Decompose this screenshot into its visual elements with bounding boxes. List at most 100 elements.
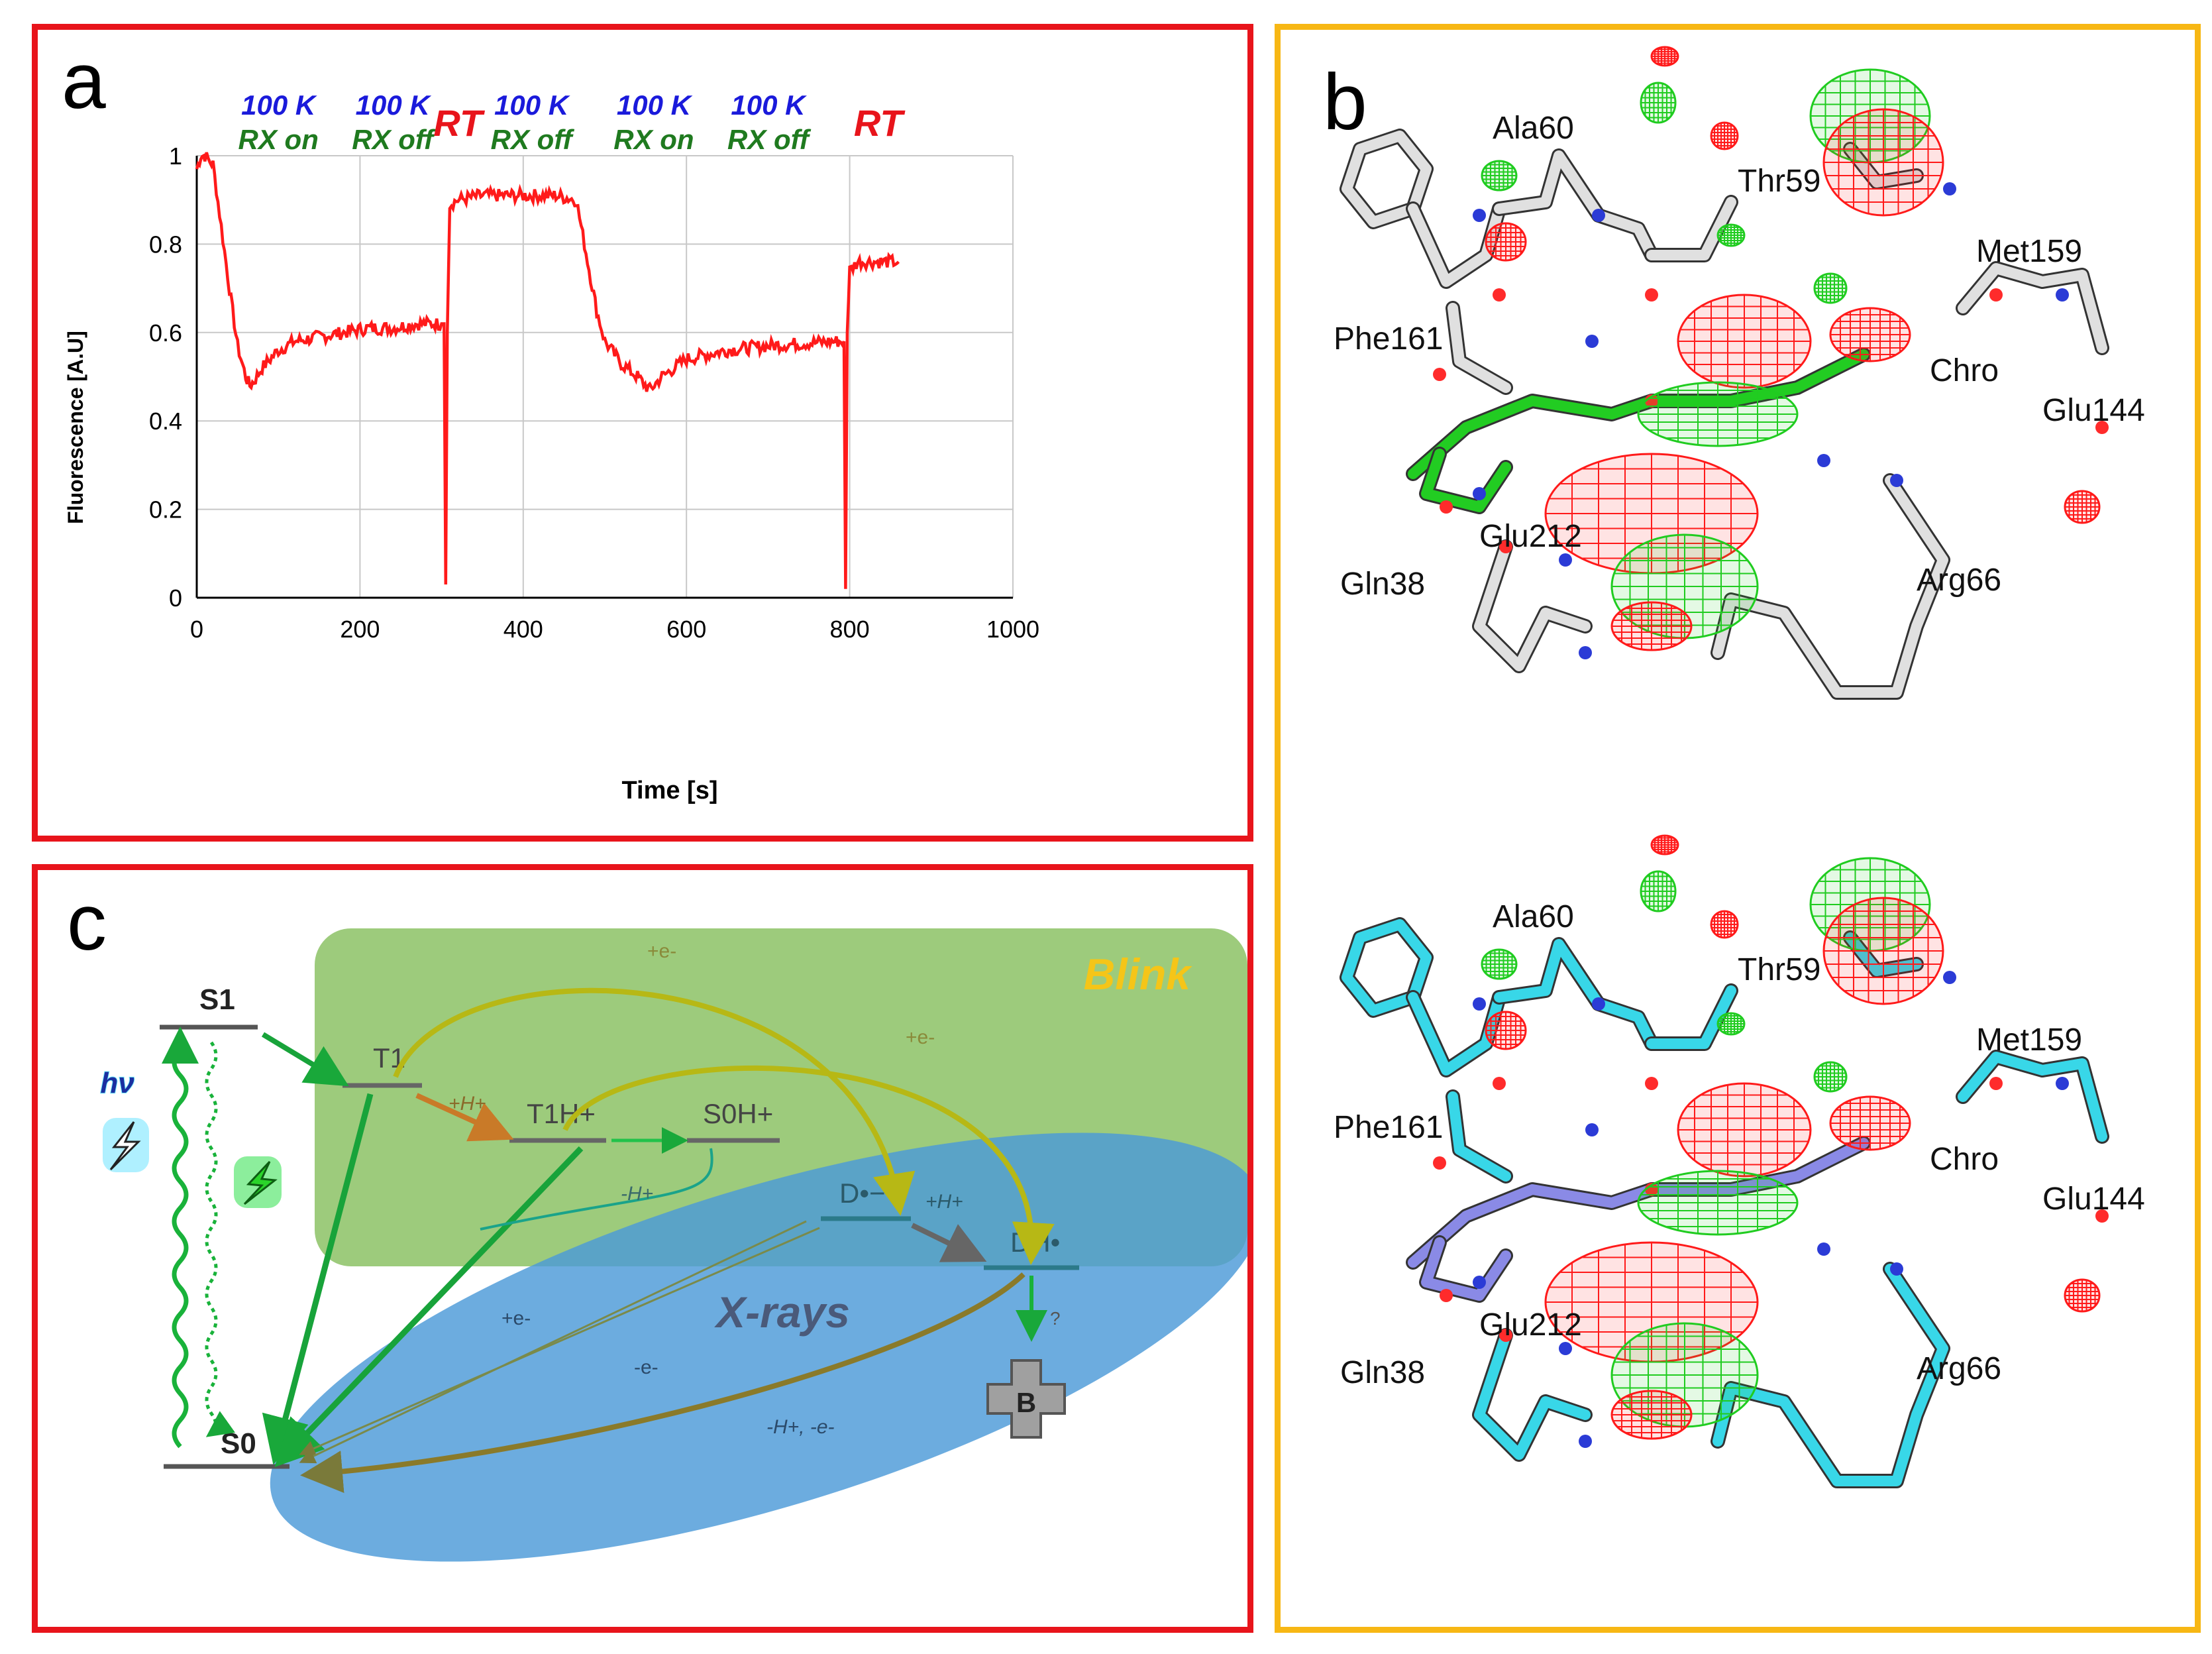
label-glu212: Glu212 xyxy=(1479,1307,1582,1343)
label-phe161: Phe161 xyxy=(1334,1110,1444,1145)
chromophore-ring xyxy=(1421,449,1511,512)
d-to-s0-arrow xyxy=(299,1227,820,1456)
positive-density xyxy=(1640,870,1677,912)
protonation-arrow xyxy=(415,1093,514,1142)
nitrogen-atom xyxy=(1579,646,1592,659)
rt-annotation: RT xyxy=(433,102,485,144)
dh-oxidation-arrow xyxy=(300,1272,1026,1493)
nitrogen-atom xyxy=(1473,1276,1486,1289)
s0-to-d-arrow xyxy=(299,1220,807,1464)
chromophore xyxy=(1408,349,1869,479)
positive-density xyxy=(1716,223,1746,247)
s0-label: S0 xyxy=(221,1427,256,1460)
minus-h-minus-e-label: -H+, -e- xyxy=(766,1416,835,1438)
rt-annotation: RT xyxy=(854,102,906,144)
oxygen-atom xyxy=(1433,368,1446,381)
nitrogen-atom xyxy=(1559,553,1572,567)
label-glu144: Glu144 xyxy=(2042,393,2145,428)
negative-density xyxy=(1710,910,1739,939)
backbone-link xyxy=(1448,303,1511,393)
y-axis-label: Fluorescence [A.U] xyxy=(64,331,87,524)
t1h-decay-arrow xyxy=(274,1146,584,1467)
panel-c-letter: c xyxy=(67,878,107,967)
y-tick-label: 0.6 xyxy=(149,319,182,347)
negative-density xyxy=(1650,46,1679,67)
nitrogen-atom xyxy=(2056,1077,2069,1090)
label-ala60: Ala60 xyxy=(1493,111,1574,146)
panel-c: c Blink X-rays S1 S0 T1 T1H+ S0H+ D•− DH… xyxy=(32,864,1263,1633)
plus-e-label-2: +e- xyxy=(906,1026,935,1048)
nitrogen-atom xyxy=(1943,971,1956,984)
label-met159: Met159 xyxy=(1976,1022,2082,1058)
negative-density xyxy=(1544,1241,1759,1363)
structure-top: Ala60 Thr59 Met159 Phe161 Chro Glu144 Glu212 Gl… xyxy=(1334,46,2145,700)
gln38-sidechain xyxy=(1474,1330,1591,1460)
x-tick-label: 1000 xyxy=(986,616,1039,643)
oxygen-atom xyxy=(1433,1156,1446,1170)
blink-label: Blink xyxy=(1084,950,1193,999)
oxygen-atom xyxy=(1645,288,1658,302)
negative-density xyxy=(1829,1095,1911,1151)
oxygen-atom xyxy=(1440,500,1453,514)
d-label: D•− xyxy=(839,1178,886,1209)
negative-density xyxy=(1677,294,1812,389)
nitrogen-atom xyxy=(1585,335,1599,348)
label-met159: Met159 xyxy=(1976,234,2082,269)
t1-decay-arrow xyxy=(262,1093,374,1465)
ala60-thr59-backbone xyxy=(1494,939,1657,1049)
nitrogen-atom xyxy=(1943,182,1956,195)
xray-annotation: RX on xyxy=(613,124,694,155)
thr59-sidechain xyxy=(1646,197,1736,260)
positive-density xyxy=(1481,160,1518,192)
xray-annotation: RX off xyxy=(352,124,436,155)
glu144-sidechain xyxy=(1958,1052,2107,1142)
y-tick-label: 1 xyxy=(169,142,182,170)
temperature-annotation: 100 K xyxy=(356,89,432,121)
nitrogen-atom xyxy=(1579,1435,1592,1448)
temperature-annotation: 100 K xyxy=(241,89,317,121)
negative-density xyxy=(1822,897,1944,1005)
t1-reduction-arrow xyxy=(393,987,916,1216)
fluorescence-trace xyxy=(195,152,900,589)
label-thr59: Thr59 xyxy=(1738,164,1820,199)
label-arg66: Arg66 xyxy=(1917,1351,2001,1386)
negative-density xyxy=(2064,490,2101,524)
negative-density xyxy=(2064,1278,2101,1313)
temperature-annotation: 100 K xyxy=(731,89,807,121)
structure-bottom: Ala60 Thr59 Met159 Phe161 Chro Glu144 Glu212 Gl… xyxy=(1334,834,2145,1488)
nitrogen-atom xyxy=(2056,288,2069,302)
oxygen-atom xyxy=(1645,1077,1658,1090)
nitrogen-atom xyxy=(1559,1342,1572,1355)
label-phe161: Phe161 xyxy=(1334,321,1444,357)
met159-sidechain xyxy=(1845,932,1922,976)
panel-b-letter: b xyxy=(1323,58,1367,146)
nitrogen-atom xyxy=(1817,454,1830,467)
positive-density xyxy=(1640,82,1677,124)
nitrogen-atom xyxy=(1592,997,1605,1011)
y-tick-label: 0 xyxy=(169,584,182,612)
question-mark: ? xyxy=(1050,1308,1061,1329)
label-glu212: Glu212 xyxy=(1479,519,1582,554)
x-tick-label: 600 xyxy=(666,616,706,643)
panel-b-svg: b Ala60 Thr59 Met159 Phe161 Chro Glu144 Glu212… xyxy=(1323,46,2145,1488)
t1h-reduction-arrow xyxy=(562,1065,1055,1265)
oxygen-atom xyxy=(2095,1209,2109,1223)
bleached-state-icon xyxy=(986,1359,1066,1439)
plus-h-label-1: +H+ xyxy=(448,1093,486,1115)
met159-sidechain xyxy=(1845,144,1922,188)
t1h-label: T1H+ xyxy=(527,1098,596,1129)
nitrogen-atom xyxy=(1473,209,1486,222)
s0h-deprotonation-curve xyxy=(480,1148,713,1231)
oxygen-atom xyxy=(1989,288,2003,302)
positive-density xyxy=(1813,1061,1848,1093)
nitrogen-atom xyxy=(1585,1123,1599,1136)
label-arg66: Arg66 xyxy=(1917,563,2001,598)
oxygen-atom xyxy=(1493,1077,1506,1090)
negative-density xyxy=(1650,834,1679,855)
negative-density xyxy=(1485,1011,1527,1050)
xray-annotation: RX off xyxy=(491,124,575,155)
y-tick-label: 0.4 xyxy=(149,408,182,435)
positive-density xyxy=(1716,1012,1746,1036)
nitrogen-atom xyxy=(1473,487,1486,500)
